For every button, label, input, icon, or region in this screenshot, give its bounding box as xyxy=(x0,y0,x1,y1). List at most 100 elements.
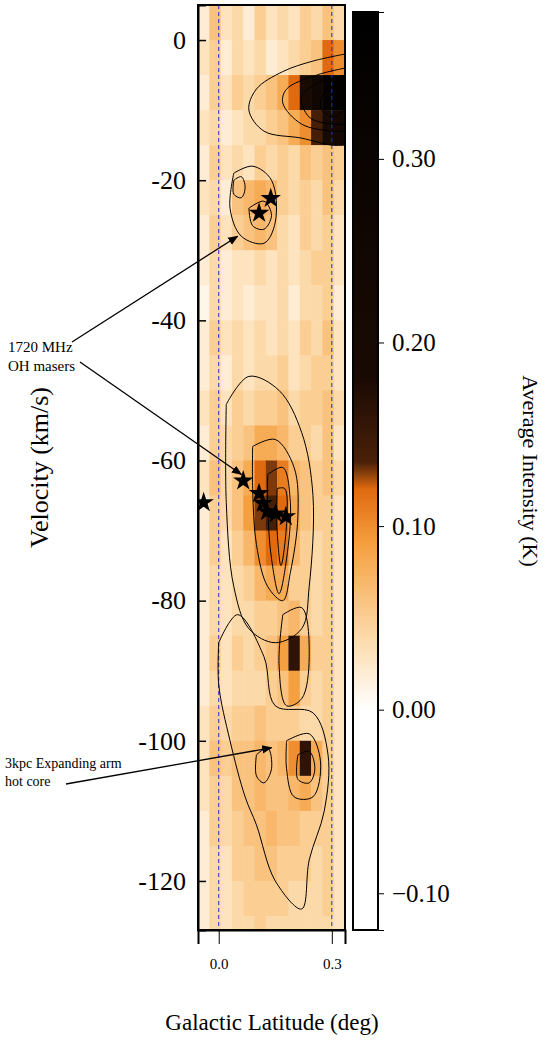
x-tick-label: 0.0 xyxy=(210,956,229,972)
heatmap-cell xyxy=(243,566,255,602)
heatmap-cell xyxy=(221,285,233,321)
heatmap-cell xyxy=(288,601,300,637)
heatmap-cell xyxy=(334,881,345,917)
heatmap-cell xyxy=(198,601,210,637)
annotation-arrow xyxy=(80,362,241,475)
heatmap-cell xyxy=(266,811,278,847)
heatmap-cell xyxy=(322,425,334,461)
maser-star xyxy=(261,188,281,207)
heatmap-cell xyxy=(221,706,233,742)
heatmap-cell xyxy=(277,40,289,76)
heatmap-cell xyxy=(243,741,255,777)
heatmap-cell xyxy=(232,390,244,426)
colorbar-tick: 0.30 xyxy=(378,145,436,172)
y-tick-label: -20 xyxy=(151,166,186,195)
heatmap-cell xyxy=(243,285,255,321)
heatmap-cell xyxy=(300,846,312,882)
heatmap-cell xyxy=(322,916,334,930)
heatmap-cell xyxy=(255,566,267,602)
heatmap-cell xyxy=(209,460,221,496)
heatmap-cell xyxy=(322,285,334,321)
grid xyxy=(219,5,332,930)
heatmap-cell xyxy=(266,40,278,76)
y-axis-title: Velocity (km/s) xyxy=(25,387,54,548)
colorbar-title: Average Intensity (K) xyxy=(518,375,543,566)
heatmap-cell xyxy=(243,250,255,286)
heatmap-cell xyxy=(266,776,278,812)
heatmap-cell xyxy=(311,566,323,602)
heatmap-cell xyxy=(198,846,210,882)
heatmap-cell xyxy=(288,916,300,930)
heatmap-cell xyxy=(277,706,289,742)
heatmap-cell xyxy=(322,496,334,532)
heatmap-cell xyxy=(198,285,210,321)
y-tick-mark xyxy=(198,741,206,743)
heatmap-cell xyxy=(300,531,312,567)
heatmap-cell xyxy=(198,110,210,146)
annotation-text: OH masers xyxy=(8,358,75,374)
heatmap-cell xyxy=(277,601,289,637)
heatmap-cell xyxy=(198,5,210,41)
colorbar-tick: −0.10 xyxy=(378,880,450,907)
y-tick-mark xyxy=(198,600,206,602)
heatmap-cell xyxy=(266,110,278,146)
heatmap-cell xyxy=(232,180,244,216)
heatmap-cell xyxy=(198,916,210,930)
heatmap-cell xyxy=(311,916,323,930)
heatmap-cell xyxy=(277,566,289,602)
heatmap-cell xyxy=(243,846,255,882)
heatmap-cell xyxy=(311,5,323,41)
heatmap-cell xyxy=(311,636,323,672)
heatmap-cell xyxy=(255,671,267,707)
colorbar-tick-label: 0.00 xyxy=(392,696,436,723)
heatmap-cell xyxy=(311,145,323,181)
colorbar-tick-mark xyxy=(378,710,384,711)
contour xyxy=(252,439,298,601)
heatmap-cell xyxy=(288,355,300,391)
y-tick: -20 xyxy=(151,166,206,195)
heatmap-cell xyxy=(221,811,233,847)
heatmap-cell xyxy=(221,145,233,181)
contour xyxy=(296,751,314,783)
heatmap-cell xyxy=(209,145,221,181)
heatmap-cell xyxy=(209,916,221,930)
heatmap-cell xyxy=(209,285,221,321)
heatmap-cell xyxy=(300,180,312,216)
y-tick-mark xyxy=(198,40,206,42)
heatmap-cell xyxy=(334,741,345,777)
y-tick-mark xyxy=(198,881,206,883)
heatmap-cell xyxy=(288,390,300,426)
heatmap-cell xyxy=(198,460,210,496)
heatmap-cell xyxy=(277,145,289,181)
heatmap-cell xyxy=(221,320,233,356)
heatmap-cell xyxy=(311,180,323,216)
colorbar-tick-mark xyxy=(378,526,384,527)
heatmap-cell xyxy=(209,811,221,847)
contour xyxy=(279,607,309,706)
heatmap-cell xyxy=(334,390,345,426)
heatmap-cell xyxy=(266,320,278,356)
heatmap-cell xyxy=(255,250,267,286)
heatmap-cell xyxy=(255,601,267,637)
heatmap-cell xyxy=(209,110,221,146)
heatmap-cell xyxy=(334,671,345,707)
heatmap-cell xyxy=(266,706,278,742)
heatmap-cell xyxy=(232,320,244,356)
heatmap-cell xyxy=(277,110,289,146)
heatmap-cell xyxy=(255,5,267,41)
heatmap-cell xyxy=(300,145,312,181)
heatmap-cell xyxy=(255,881,267,917)
y-tick-label: 0 xyxy=(173,26,186,55)
heatmap-cell xyxy=(322,881,334,917)
y-axis: 0-20-40-60-80-100-120 xyxy=(138,6,206,931)
heatmap-cell xyxy=(334,531,345,567)
colorbar-tick-mark xyxy=(378,342,384,343)
heatmap-cell xyxy=(277,285,289,321)
heatmap-cell xyxy=(255,40,267,76)
contour xyxy=(226,376,314,643)
contour xyxy=(249,54,345,145)
heatmap-cell xyxy=(232,706,244,742)
heatmap-cell xyxy=(288,5,300,41)
heatmap-cell xyxy=(232,601,244,637)
heatmap-cell xyxy=(243,601,255,637)
